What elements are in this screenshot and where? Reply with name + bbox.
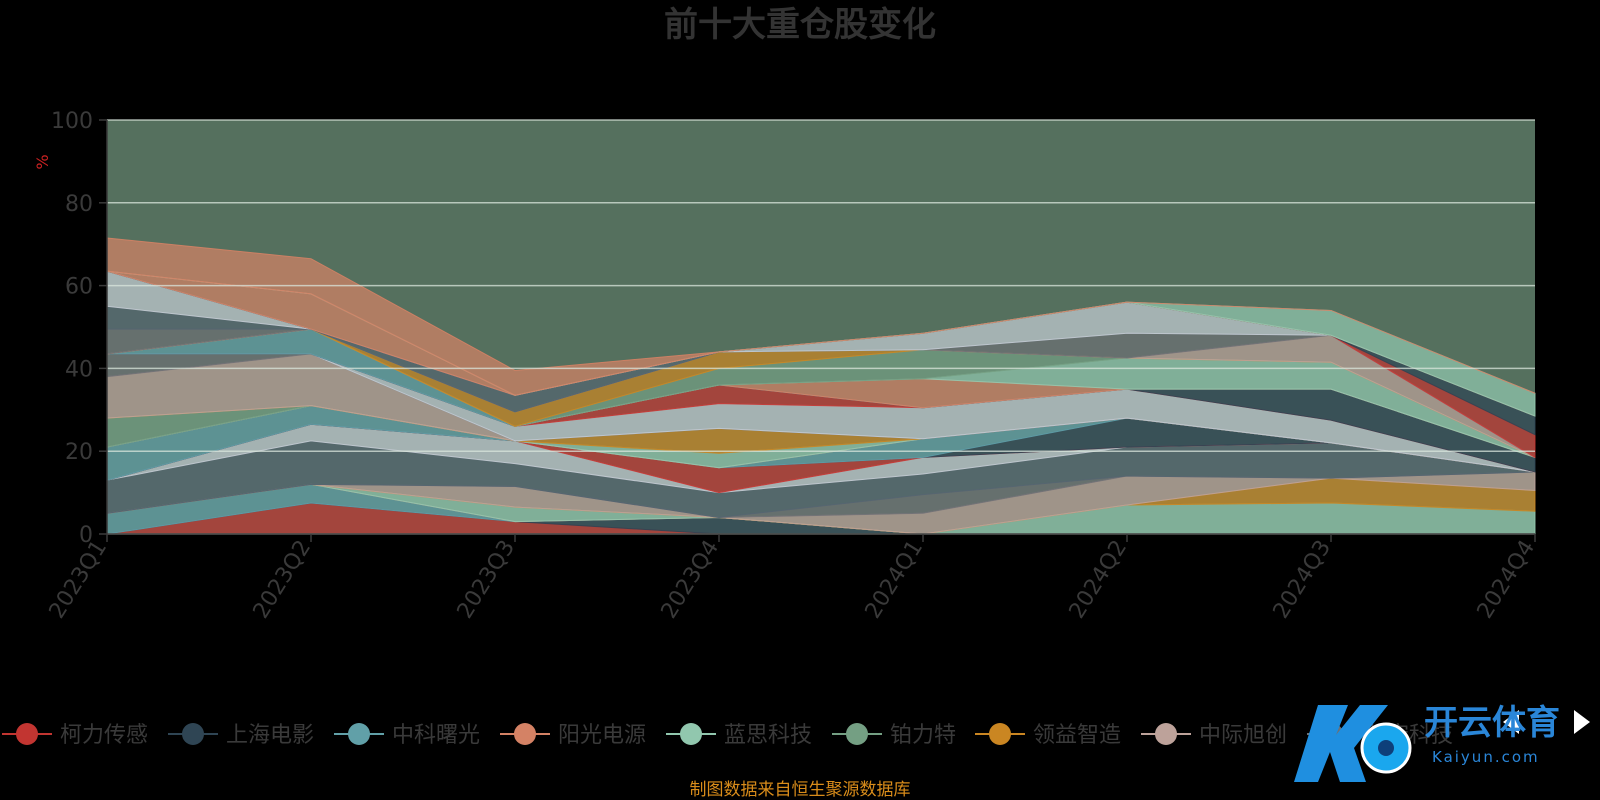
legend-label: 蓝思科技 [724,723,812,748]
y-tick-label-80: 80 [65,192,93,217]
x-tick-label-2023Q3: 2023Q3 [453,536,520,623]
legend-label: 阳光电源 [558,723,646,748]
watermark-text: 开云体育 [1424,703,1560,743]
legend-label: 中际旭创 [1199,723,1287,748]
legend-item-5[interactable]: 蓝思科技 [666,723,812,748]
legend-item-1[interactable]: 柯力传感 [2,723,148,748]
y-tick-label-60: 60 [65,275,93,300]
x-tick-label-2023Q2: 2023Q2 [249,536,316,623]
legend-label: 上海电影 [226,723,314,748]
legend-item-2[interactable]: 上海电影 [168,723,314,748]
legend-pager [1503,710,1590,734]
watermark-ball-center-icon [1378,740,1394,756]
legend-label: 中科曙光 [392,723,480,748]
legend-label: 柯力传感 [60,723,148,748]
y-tick-label-20: 20 [65,440,93,465]
legend-next-triangle-right-icon[interactable] [1574,710,1590,734]
x-tick-label-2024Q1: 2024Q1 [861,536,928,623]
chart-title: 前十大重仓股变化 [664,5,936,45]
legend-circle-icon [16,723,38,745]
x-tick-label-2024Q3: 2024Q3 [1269,536,1336,623]
legend-item-6[interactable]: 铂力特 [832,723,956,748]
data-source-note: 制图数据来自恒生聚源数据库 [690,780,911,800]
series-layer [106,237,1536,535]
legend-label: 铂力特 [890,723,956,748]
legend: 柯力传感 上海电影 中科曙光 阳光电源 蓝思科技 铂力特 领益智造 中际旭创 胜宏科技 [2,723,1453,748]
watermark: 开云体育 Kaiyun.com [1294,703,1560,782]
legend-circle-icon [1155,723,1177,745]
legend-circle-icon [989,723,1011,745]
legend-item-7[interactable]: 领益智造 [975,723,1121,748]
legend-circle-icon [514,723,536,745]
legend-circle-icon [846,723,868,745]
x-tick-label-2024Q4: 2024Q4 [1473,536,1540,623]
legend-circle-icon [680,723,702,745]
y-tick-label-0: 0 [79,523,93,548]
y-tick-label-40: 40 [65,357,93,382]
legend-item-8[interactable]: 中际旭创 [1141,723,1287,748]
legend-circle-icon [348,723,370,745]
x-tick-label-2023Q4: 2023Q4 [657,536,724,623]
legend-item-3[interactable]: 中科曙光 [334,723,480,748]
legend-label: 领益智造 [1033,723,1121,748]
x-tick-label-2024Q2: 2024Q2 [1065,536,1132,623]
legend-circle-icon [182,723,204,745]
x-tick-label-2023Q1: 2023Q1 [45,536,112,623]
y-axis-unit: % [33,154,52,169]
y-tick-label-100: 100 [51,109,93,134]
legend-prev-triangle-left-icon[interactable] [1503,710,1519,734]
legend-item-4[interactable]: 阳光电源 [500,723,646,748]
watermark-sub: Kaiyun.com [1432,748,1540,766]
watermark-logo-k-icon [1294,705,1388,782]
series-area-39 [106,237,1536,396]
